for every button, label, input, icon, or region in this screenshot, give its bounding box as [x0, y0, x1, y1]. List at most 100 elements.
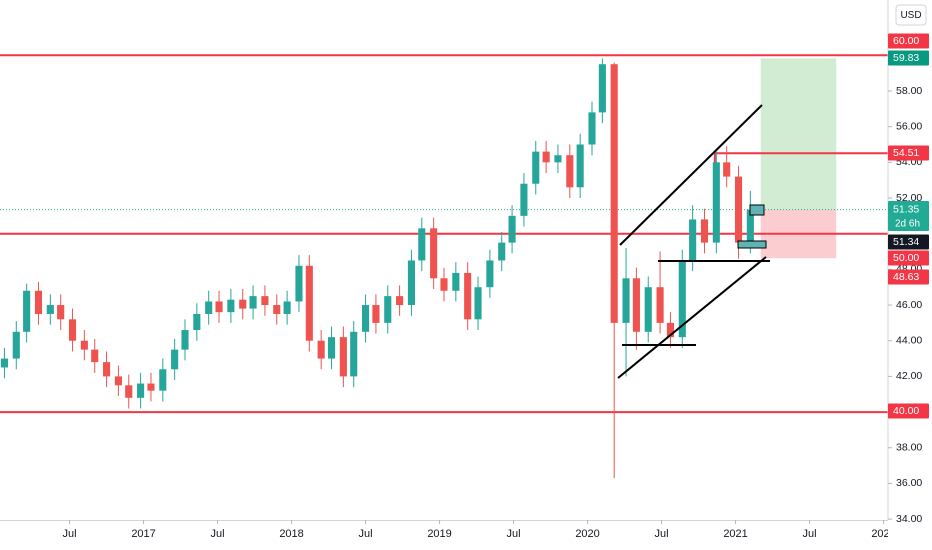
candle-body	[215, 301, 223, 313]
candle-body	[430, 228, 438, 279]
candle-body	[317, 340, 325, 359]
price-tag-label: 60.00	[893, 35, 919, 47]
drawings	[617, 104, 770, 379]
price-tag	[888, 201, 929, 231]
candle-body	[498, 242, 506, 261]
candle-body	[103, 362, 111, 377]
x-tick-label: Jul	[507, 528, 521, 540]
price-tag-label: 54.51	[893, 147, 919, 159]
candle-body	[734, 176, 743, 243]
candle-body	[746, 209, 754, 243]
candle-body	[171, 349, 179, 370]
x-tick-label: Jul	[803, 528, 817, 540]
candle-body	[689, 219, 697, 261]
price-tag	[888, 145, 929, 161]
price-tag	[888, 33, 929, 49]
candle-body	[566, 155, 574, 188]
marker-box	[737, 240, 767, 249]
x-tick-label: Jul	[211, 528, 225, 540]
candle-body	[598, 64, 606, 113]
candle-body	[372, 305, 380, 323]
price-tag	[888, 234, 929, 250]
candle-body	[407, 260, 415, 306]
candle-body	[273, 305, 281, 314]
candle-body	[542, 151, 550, 163]
currency-button[interactable]	[895, 4, 927, 26]
candle-body	[57, 305, 65, 320]
profit-zone	[760, 58, 837, 210]
y-tick-label: 38.00	[896, 442, 922, 454]
price-tag	[888, 50, 929, 66]
price-tag-label: 59.83	[893, 52, 919, 64]
candle-body	[339, 337, 347, 377]
marker-box	[749, 204, 765, 216]
x-tick-label: Jul	[63, 528, 77, 540]
price-tags: USD 60.00 59.83 54.51 51.35 2d 6h 51.34 50.00 4…	[888, 4, 929, 419]
candle-body	[678, 260, 686, 338]
candle-body	[68, 319, 77, 341]
y-tick-label: 44.00	[896, 335, 922, 347]
candle-body	[23, 290, 31, 332]
candle-body	[576, 144, 584, 188]
candle-body	[532, 151, 540, 184]
x-tick-label: 2018	[279, 528, 303, 540]
x-tick-label: Jul	[359, 528, 373, 540]
candle-body	[147, 383, 155, 391]
price-tag	[888, 269, 929, 285]
candle-body	[34, 290, 43, 314]
price-tag-label: 50.00	[893, 252, 919, 264]
x-tick-label: 2019	[427, 528, 451, 540]
price-tag	[888, 403, 929, 419]
price-tag	[888, 250, 929, 266]
y-tick-label: 52.00	[896, 192, 922, 204]
candle-body	[622, 278, 630, 323]
countdown-label: 2d 6h	[895, 219, 920, 230]
candle-body	[486, 260, 494, 288]
candle-body	[283, 301, 291, 314]
currency-label[interactable]: USD	[900, 10, 921, 21]
candle-body	[384, 296, 392, 323]
y-tick-label: 42.00	[896, 370, 922, 382]
candle-body	[193, 313, 201, 331]
candle-body	[91, 349, 99, 363]
price-tag-label: 48.63	[893, 271, 919, 283]
candle-body	[520, 183, 528, 216]
y-tick-label: 58.00	[896, 85, 922, 97]
candle-body	[114, 376, 122, 386]
price-tag-label: 40.00	[893, 405, 919, 417]
candle-body	[723, 162, 731, 177]
x-tick-label: 2017	[131, 528, 155, 540]
candle-body	[632, 278, 640, 332]
candle-body	[474, 287, 482, 320]
x-tick-label: 2020	[575, 528, 599, 540]
candle-body	[554, 155, 562, 163]
candle-body	[327, 337, 336, 359]
candle-body	[350, 331, 358, 377]
candle-body	[249, 296, 257, 309]
plot-area	[0, 54, 888, 479]
candle-body	[261, 296, 269, 306]
candle-body	[396, 296, 404, 306]
candle-body	[666, 322, 674, 338]
candle-body	[46, 305, 54, 314]
candle-body	[440, 278, 448, 291]
candle-body	[137, 383, 145, 398]
candle-body	[305, 265, 313, 341]
candle-body	[295, 265, 303, 302]
y-tick-label: 46.00	[896, 299, 922, 311]
trend-line	[619, 104, 763, 246]
candle-body	[0, 358, 8, 368]
y-tick-label: 34.00	[896, 513, 922, 525]
candle-body	[159, 369, 167, 391]
candle-body	[205, 301, 213, 314]
x-tick-label: 2021	[723, 528, 747, 540]
candle-body	[656, 287, 664, 323]
candle-body	[700, 219, 709, 243]
candle-body	[610, 64, 618, 323]
candle-body	[644, 287, 652, 332]
candle-body	[508, 215, 516, 243]
candle-body	[239, 299, 247, 309]
trend-line	[617, 256, 767, 379]
candle-body	[227, 299, 235, 313]
y-tick-label: 56.00	[896, 120, 922, 132]
